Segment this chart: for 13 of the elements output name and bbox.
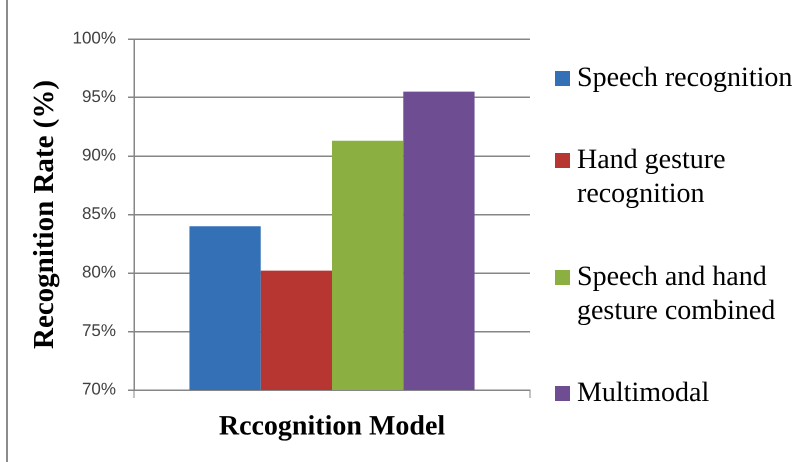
y-tick-label: 80% [82,262,116,282]
y-tick-label: 95% [82,87,116,106]
x-axis-title: Rccognition Model [218,410,446,442]
y-tick-label: 75% [82,321,116,340]
legend-label: Speech recognition [577,61,794,95]
legend-label: Hand gesture recognition [577,143,727,212]
y-tick-label: 70% [82,380,116,399]
legend-label: Speech and hand gesture combined [577,260,776,328]
y-tick-label: 100% [72,28,116,48]
y-tick-label: 85% [82,204,116,224]
legend-label: Multimodal [577,376,710,410]
y-axis-title: Recognition Rate (%) [28,80,60,350]
y-tick-label: 90% [82,146,116,165]
